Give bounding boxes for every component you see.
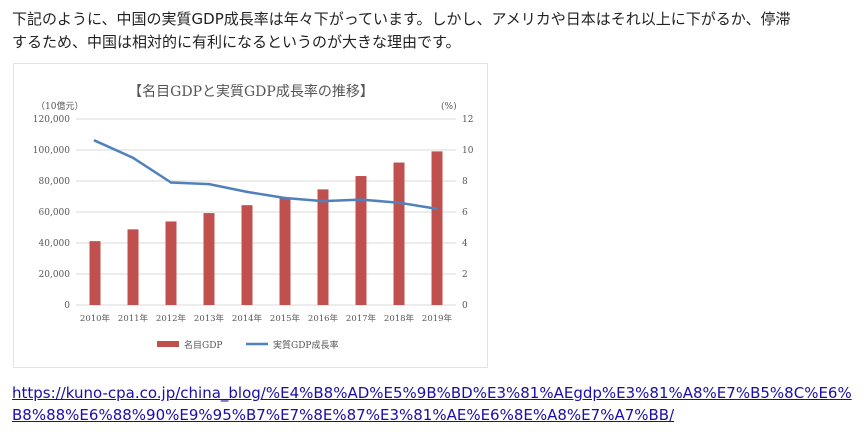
real-growth-line-path [93,139,439,211]
nominal-gdp-bar [431,151,443,305]
real-growth-point [283,196,287,200]
x-axis-label: 2010年 [80,313,111,324]
source-link[interactable]: https://kuno-cpa.co.jp/china_blog/%E4%B8… [12,382,860,426]
x-axis-label: 2011年 [118,313,149,324]
right-axis-tick-label: 4 [462,239,468,249]
left-axis-tick-label: 80,000 [39,177,71,187]
x-axis-label: 2013年 [194,313,225,324]
real-growth-point [321,199,325,203]
legend-label-real-growth: 実質GDP成長率 [273,339,338,351]
right-axis-ticks: 0 2 4 6 8 10 12 [462,115,474,311]
gdp-chart: 【名目GDPと実質GDP成長率の推移】 （10億元） (%) 020,00040… [33,83,474,351]
left-axis-tick-label: 100,000 [33,146,70,156]
right-axis-tick-label: 8 [462,177,468,187]
right-axis-tick-label: 0 [462,301,468,311]
right-axis-tick-label: 6 [462,208,468,218]
right-axis-tick-label: 10 [462,146,474,156]
chart-legend: 名目GDP 実質GDP成長率 [157,339,338,351]
left-axis-tick-label: 120,000 [33,115,70,125]
paragraph-line-1: 下記のように、中国の実質GDP成長率は年々下がっています。しかし、アメリカや日本… [12,10,791,28]
left-axis-tick-label: 40,000 [39,239,71,249]
chart-title: 【名目GDPと実質GDP成長率の推移】 [128,83,374,100]
legend-label-nominal-gdp: 名目GDP [184,339,222,351]
x-axis-labels: 2010年 2011年 2012年 2013年 2014年 2015年 2016年 2017年… [80,313,453,324]
right-axis-unit: (%) [441,101,457,112]
real-growth-point [169,181,173,184]
real-growth-point [93,139,97,142]
x-axis-label: 2014年 [232,313,263,324]
left-axis-unit: （10億元） [36,100,83,112]
x-axis-label: 2016年 [308,313,339,324]
nominal-gdp-bar [317,189,329,305]
x-axis-label: 2012年 [156,313,187,324]
real-growth-point [245,190,249,194]
real-growth-point [397,201,401,204]
nominal-gdp-bar [279,198,291,305]
paragraph-line-2: するため、中国は相対的に有利になるというのが大きな理由です。 [12,33,461,51]
nominal-gdp-bar [165,221,177,305]
legend-swatch-nominal-gdp [157,341,179,347]
article-paragraph: 下記のように、中国の実質GDP成長率は年々下がっています。しかし、アメリカや日本… [12,8,860,54]
real-growth-point [131,156,135,160]
right-axis-tick-label: 12 [462,115,473,125]
source-link-line-2[interactable]: B8%88%E6%88%90%E9%95%B7%E7%8E%87%E3%81%A… [12,406,675,424]
nominal-gdp-bar [203,213,215,305]
real-growth-point [207,182,211,186]
x-axis-label: 2018年 [384,313,415,324]
x-axis-label: 2015年 [270,313,301,324]
x-axis-label: 2017年 [346,313,377,324]
nominal-gdp-bars [89,151,443,305]
chart-gridlines [76,118,456,306]
nominal-gdp-bar [393,162,405,305]
real-growth-line [93,139,439,211]
nominal-gdp-bar [89,241,101,305]
left-axis-tick-label: 0 [64,301,70,311]
nominal-gdp-bar [127,229,139,305]
right-axis-tick-label: 2 [462,270,468,280]
nominal-gdp-bar [241,205,253,305]
real-growth-point [359,198,363,201]
gdp-chart-figure: 【名目GDPと実質GDP成長率の推移】 （10億元） (%) 0 20,000 40… [13,63,488,368]
left-axis-tick-label: 60,000 [39,208,71,218]
source-link-line-1[interactable]: https://kuno-cpa.co.jp/china_blog/%E4%B8… [12,384,852,402]
left-axis-ticks: 0 20,000 40,000 60,000 80,000 100,000 120,000 [33,115,70,311]
left-axis-tick-label: 20,000 [39,270,71,280]
nominal-gdp-bar [355,176,367,305]
real-growth-point [435,207,439,211]
x-axis-label: 2019年 [422,313,453,324]
